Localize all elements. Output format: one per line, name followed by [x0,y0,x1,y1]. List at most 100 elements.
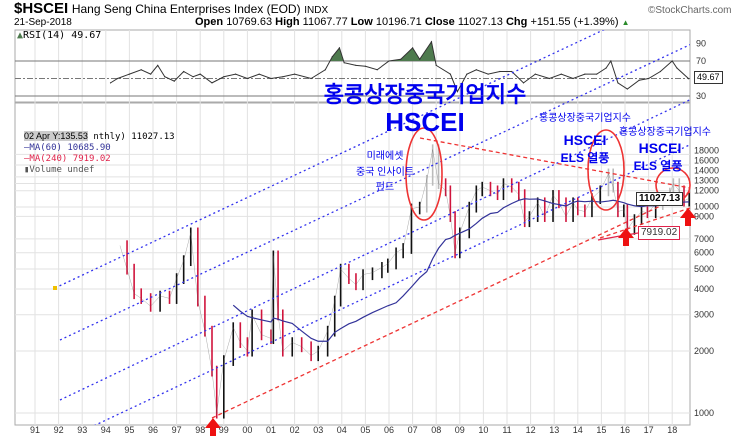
rsi-point [435,64,437,66]
y-tick-label: 2000 [694,346,714,356]
rsi-label: ▲RSI(14) 49.67 [17,30,101,42]
rsi-point [109,82,112,84]
open-value: 10769.63 [226,16,273,28]
x-tick-label: 05 [360,425,370,435]
rsi-point [466,73,468,75]
rsi-point [400,58,402,60]
rsi-point [430,41,433,43]
legend-volume: Volume undef [29,165,95,175]
annotation-els2-hscei: HSCEI [639,140,682,156]
legend-price: nthly) 11027.13 [93,132,175,142]
x-tick-label: 12 [526,425,536,435]
y-tick-label: 14000 [694,166,719,176]
annotation-fund-2: 중국 인사이트 [356,166,414,178]
rsi-point [560,73,562,75]
rsi-point [150,73,152,75]
rsi-point [659,70,662,73]
date: 21-Sep-2018 [14,17,72,28]
x-tick-label: 09 [455,425,465,435]
ma240-last-tag: 7919.02 [638,226,681,240]
rsi-panel [14,29,691,103]
annotation-els1-title: 홍콩상장중국기업지수 [539,111,631,124]
rsi-point [419,58,421,60]
y-tick-label: 18000 [694,146,719,156]
blue-channel-lines [54,30,690,425]
rsi-point [128,73,130,75]
rsi-point [331,56,333,58]
rsi-point [258,73,260,75]
legend-ma60: MA(60) 10685.90 [29,143,111,153]
chart-header: $HSCEI Hang Seng China Enterprises Index… [14,1,328,18]
red-trend-lines [211,137,691,419]
high-value: 11067.77 [302,16,348,28]
rsi-point [688,78,690,80]
channel-anchor-marker [53,286,57,290]
symbol: $HSCEI [14,0,69,17]
x-tick-label: 02 [290,425,300,435]
rsi-tick-label: 30 [696,91,706,101]
y-tick-label: 12000 [694,186,719,196]
rsi-point [199,73,201,75]
rsi-point [294,73,296,75]
close-label: Close [424,16,455,28]
annotation-els1-els: ELS 열풍 [561,150,610,165]
rsi-point [338,47,341,49]
rsi-point [310,77,312,80]
rsi-point [449,73,451,75]
rsi-point [117,77,119,80]
rsi-point [456,91,459,93]
brand-logo: ©StockCharts.com [648,5,732,16]
annotation-fund-3: 펀드 [376,181,394,193]
rsi-point [412,47,414,49]
rsi-point [522,82,525,84]
annotation-els2-els: ELS 열풍 [634,158,683,173]
price-line [119,149,690,414]
rsi-point [140,69,142,71]
rsi-point [157,64,159,66]
x-tick-label: 10 [478,425,488,435]
rsi-point [164,76,166,78]
y-tick-label: 1000 [694,408,714,418]
ohlc-readout: Open 10769.63 High 11067.77 Low 10196.71… [195,16,630,29]
volume-icon: ▮ [24,165,30,175]
annotation-fund-1: 미래에셋 [367,150,404,162]
x-tick-label: 96 [148,425,158,435]
x-tick-label: 01 [266,425,276,435]
rsi-point [676,67,678,69]
rsi-point [282,76,284,78]
x-tick-label: 04 [337,425,347,435]
rsi-last-tag: 49.67 [694,71,723,84]
rsi-point [487,73,489,75]
rsi-point [355,64,357,66]
index-name: Hang Seng China Enterprises Index (EOD) [71,2,301,16]
y-tick-label: 5000 [694,264,714,274]
legend-ma240: MA(240) 7919.02 [29,154,111,164]
y-tick-label: 3000 [694,310,714,320]
y-tick-label: 10000 [694,201,719,211]
rsi-point [572,77,574,80]
close-value: 11027.13 [457,16,503,28]
rsi-point [511,70,513,73]
rsi-point [183,70,185,73]
exchange: INDX [304,5,329,16]
rsi-point [610,60,612,62]
rsi-point [270,77,272,80]
red-up-arrow-icons [205,208,696,436]
hover-tooltip: 02 Apr Y:135.53 [24,131,88,141]
rsi-point [376,69,378,71]
y-tick-label: 4000 [694,284,714,294]
rsi-point [364,65,366,67]
rsi-point [223,76,225,78]
x-tick-label: 07 [408,425,418,435]
rsi-point [671,60,673,62]
close-last-tag: 11027.13 [636,192,684,206]
rsi-point [638,79,640,81]
x-tick-label: 18 [667,425,677,435]
y-tick-label: 6000 [694,248,714,258]
x-tick-label: 94 [101,425,111,435]
up-arrow-icon: ▲ [621,18,630,27]
annotation-els1-hscei: HSCEI [564,132,607,148]
rsi-point [211,82,213,84]
